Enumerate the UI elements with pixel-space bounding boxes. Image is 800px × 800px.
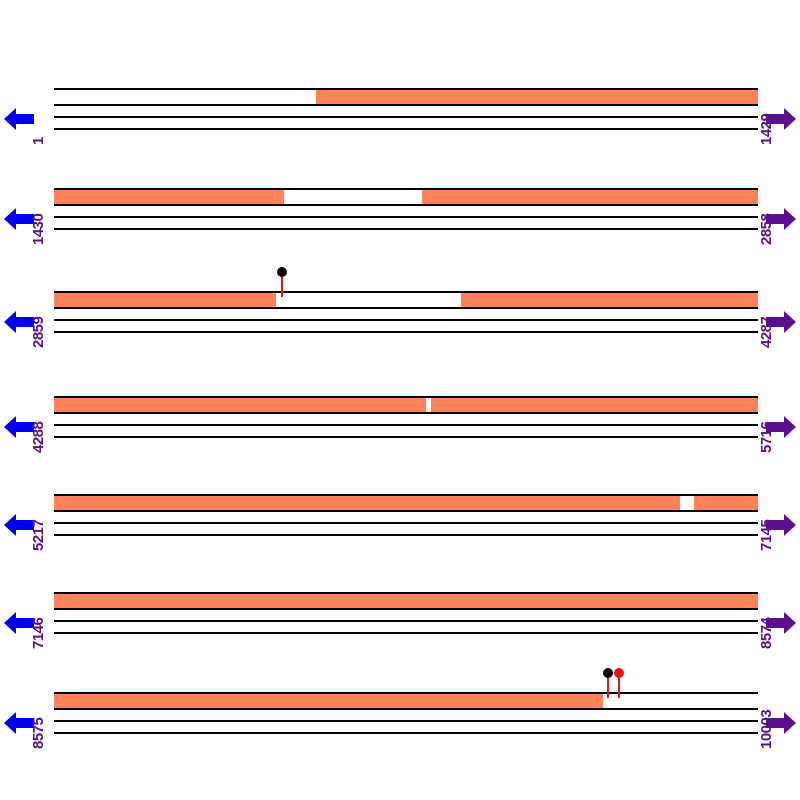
orf-bar[interactable] bbox=[54, 397, 758, 413]
arrow-left-icon[interactable] bbox=[2, 412, 36, 442]
marker-stem bbox=[607, 674, 609, 698]
row-end-coordinate: 10003 bbox=[758, 709, 775, 749]
row-start-coordinate: 1430 bbox=[30, 213, 47, 245]
frame-rule-overlay-1 bbox=[54, 494, 758, 496]
frame-rule-overlay-1 bbox=[54, 188, 758, 190]
marker-stem bbox=[618, 674, 620, 698]
lollipop-marker-icon[interactable] bbox=[276, 267, 288, 297]
frame-rule-4 bbox=[54, 534, 758, 536]
sequence-row: 5217 7145 bbox=[0, 494, 800, 554]
orf-gap bbox=[426, 397, 431, 413]
arrow-left-icon[interactable] bbox=[2, 608, 36, 638]
frame-rule-3 bbox=[54, 116, 758, 118]
arrow-right-icon[interactable] bbox=[764, 510, 798, 540]
row-start-coordinate: 7146 bbox=[30, 617, 47, 649]
frame-rule-overlay-2 bbox=[54, 204, 758, 206]
orf-gap bbox=[680, 495, 694, 511]
arrow-left-icon[interactable] bbox=[2, 510, 36, 540]
frame-rule-3 bbox=[54, 319, 758, 321]
sequence-row: 8575 10003 bbox=[0, 668, 800, 752]
row-start-coordinate: 8575 bbox=[30, 717, 47, 749]
arrow-left-icon[interactable] bbox=[2, 204, 36, 234]
row-start-coordinate: 4288 bbox=[30, 421, 47, 453]
sequence-row: 2859 4287 bbox=[0, 267, 800, 351]
orf-bar[interactable] bbox=[54, 593, 758, 609]
frame-rule-4 bbox=[54, 128, 758, 130]
row-end-coordinate: 4287 bbox=[758, 316, 775, 348]
sequence-row: 1 1429 bbox=[0, 88, 800, 148]
orf-gap bbox=[276, 292, 461, 308]
row-end-coordinate: 1429 bbox=[758, 113, 775, 145]
frame-rule-4 bbox=[54, 436, 758, 438]
frame-rule-overlay-2 bbox=[54, 412, 758, 414]
orf-gap bbox=[284, 189, 422, 205]
frame-rule-overlay-1 bbox=[54, 291, 758, 293]
frame-rule-4 bbox=[54, 331, 758, 333]
arrow-right-icon[interactable] bbox=[764, 708, 798, 738]
orf-bar[interactable] bbox=[316, 89, 758, 105]
frame-rule-overlay-2 bbox=[54, 104, 758, 106]
lollipop-marker-icon[interactable] bbox=[602, 668, 614, 698]
orf-bar[interactable] bbox=[54, 693, 603, 709]
arrow-right-icon[interactable] bbox=[764, 608, 798, 638]
reading-frame-track bbox=[54, 494, 758, 544]
frame-rule-3 bbox=[54, 216, 758, 218]
row-start-coordinate: 2859 bbox=[30, 316, 47, 348]
reading-frame-track bbox=[54, 88, 758, 138]
frame-rule-3 bbox=[54, 522, 758, 524]
frame-rule-overlay-2 bbox=[54, 510, 758, 512]
frame-rule-overlay-1 bbox=[54, 692, 758, 694]
reading-frame-track bbox=[54, 188, 758, 238]
row-end-coordinate: 8574 bbox=[758, 617, 775, 649]
marker-head bbox=[277, 267, 287, 277]
frame-rule-overlay-1 bbox=[54, 88, 758, 90]
frame-rule-overlay-2 bbox=[54, 307, 758, 309]
lollipop-marker-icon[interactable] bbox=[613, 668, 625, 698]
marker-stem bbox=[281, 273, 283, 297]
arrow-right-icon[interactable] bbox=[764, 104, 798, 134]
sequence-row: 1430 2858 bbox=[0, 188, 800, 248]
arrow-right-icon[interactable] bbox=[764, 307, 798, 337]
reading-frame-track bbox=[54, 396, 758, 446]
reading-frame-track bbox=[54, 668, 758, 742]
arrow-left-icon[interactable] bbox=[2, 307, 36, 337]
frame-rule-3 bbox=[54, 620, 758, 622]
sequence-row: 7146 8574 bbox=[0, 592, 800, 652]
frame-rule-3 bbox=[54, 720, 758, 722]
frame-rule-overlay-2 bbox=[54, 708, 758, 710]
row-end-coordinate: 5716 bbox=[758, 421, 775, 453]
frame-rule-4 bbox=[54, 732, 758, 734]
arrow-left-icon[interactable] bbox=[2, 104, 36, 134]
arrow-right-icon[interactable] bbox=[764, 412, 798, 442]
row-start-coordinate: 5217 bbox=[30, 519, 47, 551]
frame-rule-4 bbox=[54, 228, 758, 230]
orf-bar[interactable] bbox=[54, 495, 758, 511]
frame-rule-overlay-2 bbox=[54, 608, 758, 610]
reading-frame-track bbox=[54, 592, 758, 642]
marker-head bbox=[614, 668, 624, 678]
row-end-coordinate: 2858 bbox=[758, 213, 775, 245]
row-start-coordinate: 1 bbox=[30, 137, 47, 145]
frame-rule-3 bbox=[54, 424, 758, 426]
arrow-right-icon[interactable] bbox=[764, 204, 798, 234]
arrow-left-icon[interactable] bbox=[2, 708, 36, 738]
marker-head bbox=[603, 668, 613, 678]
frame-rule-4 bbox=[54, 632, 758, 634]
row-end-coordinate: 7145 bbox=[758, 519, 775, 551]
reading-frame-track bbox=[54, 267, 758, 341]
frame-rule-overlay-1 bbox=[54, 396, 758, 398]
sequence-row: 4288 5716 bbox=[0, 396, 800, 456]
frame-rule-overlay-1 bbox=[54, 592, 758, 594]
